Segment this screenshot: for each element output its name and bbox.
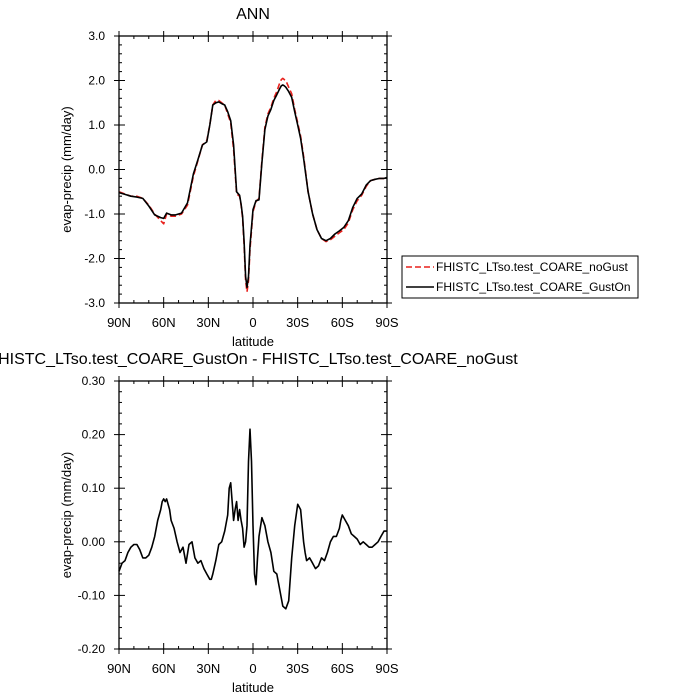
top-y-tick-label: 1.0: [88, 118, 105, 132]
bottom-x-tick-label: 0: [249, 661, 256, 676]
top-x-tick-label: 30S: [286, 315, 309, 330]
top-plot-frame: [118, 35, 388, 304]
bottom-y-tick-label: 0.30: [82, 374, 106, 388]
top-y-axis-label: evap-precip (mm/day): [59, 106, 74, 232]
bottom-chart-title: FHISTC_LTso.test_COARE_GustOn - FHISTC_L…: [0, 351, 518, 368]
bottom-x-tick-label: 90S: [375, 661, 398, 676]
top-x-tick-label: 90S: [375, 315, 398, 330]
top-x-tick-label: 60N: [152, 315, 176, 330]
bottom-x-tick-label: 90N: [107, 661, 131, 676]
top-x-tick-label: 60S: [331, 315, 354, 330]
bottom-y-tick-label: -0.10: [78, 588, 106, 602]
top-x-tick-label: 0: [249, 315, 256, 330]
bottom-x-tick-label: 60N: [152, 661, 176, 676]
bottom-x-axis-label: latitude: [232, 680, 274, 695]
bottom-x-tick-label: 60S: [331, 661, 354, 676]
top-x-axis-label: latitude: [232, 334, 274, 349]
top-y-tick-label: 3.0: [88, 29, 105, 43]
bottom-y-axis-label: evap-precip (mm/day): [59, 452, 74, 578]
bottom-y-tick-label: 0.00: [82, 535, 106, 549]
top-x-tick-label: 30N: [196, 315, 220, 330]
legend-entry-0: FHISTC_LTso.test_COARE_noGust: [436, 260, 629, 274]
bottom-plot-frame: [118, 380, 388, 650]
bottom-x-tick-label: 30N: [196, 661, 220, 676]
top-y-tick-label: -1.0: [84, 207, 105, 221]
bottom-series-0-line: [118, 428, 387, 610]
top-chart-title: ANN: [236, 6, 270, 23]
top-y-tick-label: -3.0: [84, 296, 105, 310]
top-series-1-line: [118, 84, 388, 289]
bottom-y-tick-label: -0.20: [78, 642, 106, 656]
top-y-tick-label: -2.0: [84, 252, 105, 266]
legend-entry-1: FHISTC_LTso.test_COARE_GustOn: [436, 280, 631, 294]
top-y-tick-label: 2.0: [88, 74, 105, 88]
bottom-y-tick-label: 0.10: [82, 481, 106, 495]
bottom-x-tick-label: 30S: [286, 661, 309, 676]
top-x-tick-label: 90N: [107, 315, 131, 330]
top-y-tick-label: 0.0: [88, 163, 105, 177]
bottom-y-tick-label: 0.20: [82, 428, 106, 442]
top-series-0-line: [118, 77, 388, 293]
legend-box: [401, 255, 639, 299]
